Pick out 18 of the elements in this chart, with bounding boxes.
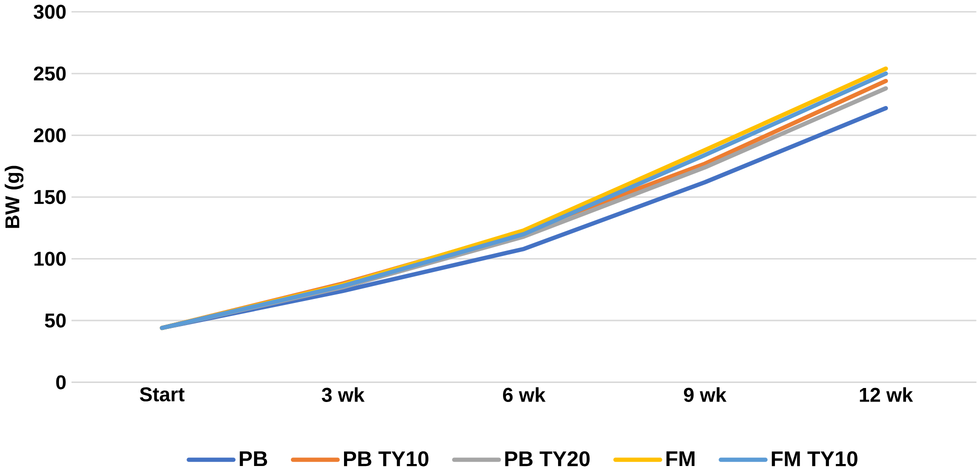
x-tick-label: 3 wk [322, 387, 365, 402]
y-tick-label: 150 [34, 190, 66, 204]
legend-label: FM [666, 451, 694, 466]
legend-label: FM TY10 [772, 451, 858, 466]
y-tick-label: 200 [34, 128, 66, 142]
y-axis-title: BW (g) [4, 166, 24, 228]
x-tick-label: 12 wk [860, 387, 914, 402]
x-tick-label: 6 wk [503, 387, 546, 402]
y-tick-label: 100 [34, 252, 66, 266]
x-tick-label: 9 wk [684, 387, 727, 402]
y-tick-label: 0 [56, 375, 66, 390]
y-tick-label: 300 [34, 4, 66, 19]
legend-label: PB TY10 [344, 451, 428, 466]
x-tick-label: Start [140, 387, 184, 402]
y-tick-label: 250 [34, 66, 66, 81]
legend-label: PB TY20 [505, 451, 590, 466]
y-tick-label: 50 [44, 313, 66, 328]
legend-label: PB [240, 451, 268, 466]
